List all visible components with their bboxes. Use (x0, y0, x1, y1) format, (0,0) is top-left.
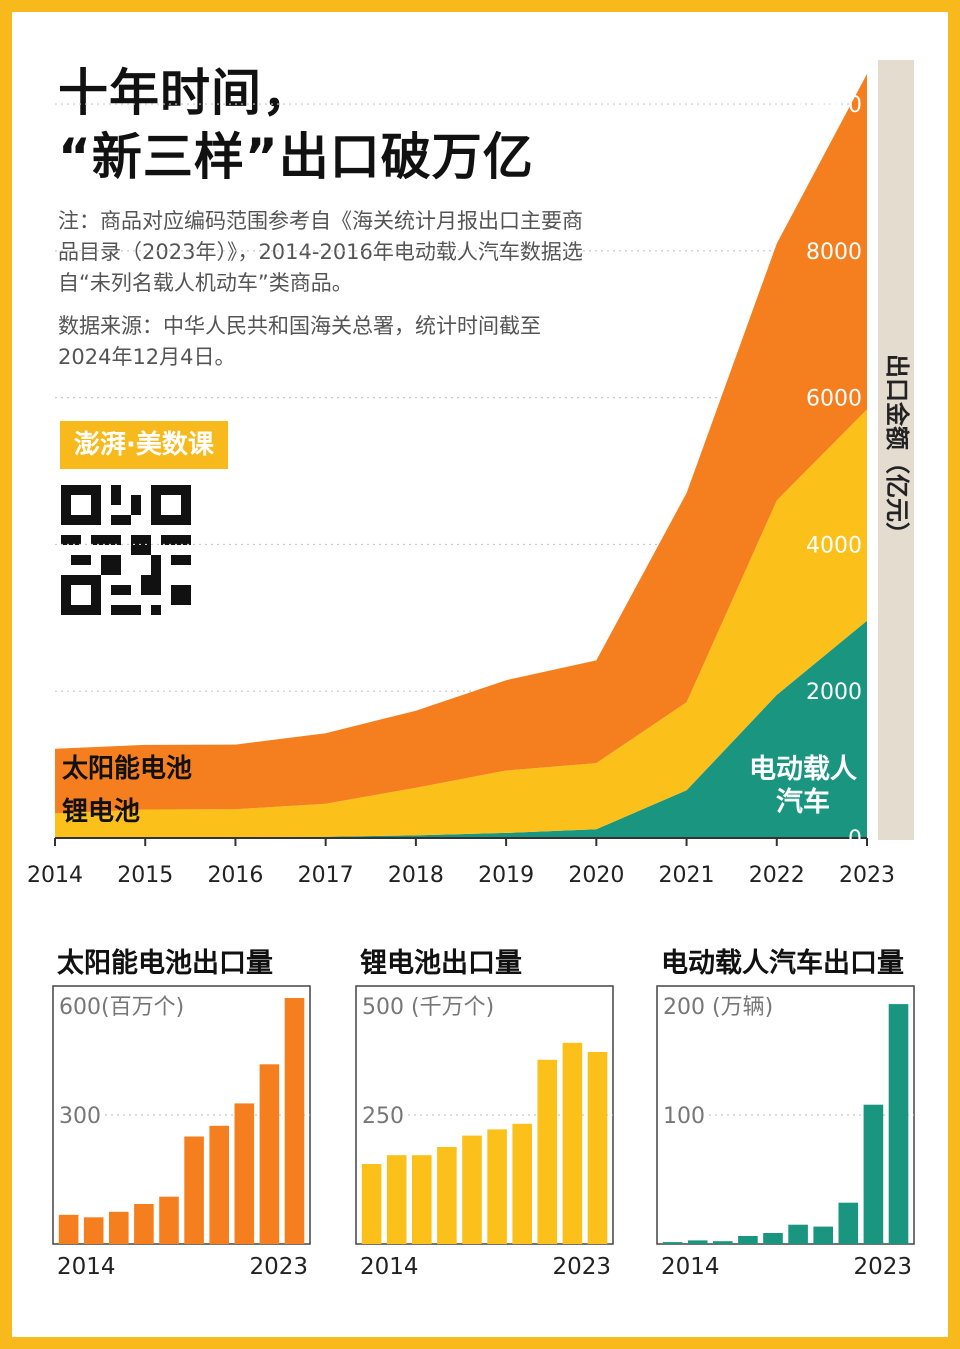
source-text: 数据来源：中华人民共和国海关总署，统计时间截至2024年12月4日。 (58, 314, 541, 369)
x-tick-label: 2020 (568, 863, 624, 888)
page-title-line2: “新三样”出口破万亿 (58, 128, 534, 186)
area-lithium (55, 409, 867, 838)
bar-lithium (361, 1164, 382, 1244)
panel-ytick-solar: 300 (59, 1104, 101, 1129)
x-tick-label: 2021 (659, 863, 715, 888)
series-label-ev-line2: 汽车 (776, 786, 830, 818)
panel-unit-ev: 200 (万辆) (663, 995, 773, 1020)
y-tick-label: 8000 (806, 240, 862, 265)
y-tick-label: 4000 (806, 533, 862, 558)
x-tick-label: 2022 (749, 863, 805, 888)
bar-ev (813, 1226, 833, 1244)
bar-solar (209, 1125, 229, 1245)
x-tick-label: 2018 (388, 863, 444, 888)
bar-ev (738, 1236, 758, 1244)
x-tick-label: 2017 (298, 863, 354, 888)
panel-unit-solar: 600(百万个) (59, 995, 184, 1020)
bar-solar (83, 1217, 104, 1244)
x-tick-label: 2023 (839, 863, 895, 888)
bar-solar (284, 998, 305, 1244)
y-tick-label: 0 (848, 827, 862, 852)
panel-ytick-lithium: 250 (362, 1104, 404, 1129)
x-tick-label: 2014 (27, 863, 83, 888)
bar-ev (888, 1004, 909, 1244)
bar-ev (713, 1241, 733, 1244)
y-axis-band (878, 60, 914, 840)
y-tick-label: 10000 (792, 93, 862, 118)
area-solar (55, 73, 867, 814)
x-tick-label: 2016 (207, 863, 263, 888)
y-tick-label: 2000 (806, 680, 862, 705)
series-label-lithium: 锂电池 (62, 797, 140, 827)
bar-solar (184, 1136, 204, 1244)
brand-logo: 澎湃·美数课 (60, 421, 228, 469)
bar-lithium (437, 1147, 457, 1244)
panel-xtick-start-solar: 2014 (57, 1254, 116, 1280)
area-ev (55, 620, 867, 838)
bar-ev (863, 1104, 884, 1244)
panel-ytick-ev: 100 (663, 1104, 705, 1129)
bar-lithium (487, 1129, 507, 1244)
x-tick-label: 2015 (117, 863, 173, 888)
panel-xtick-end-ev: 2023 (853, 1254, 912, 1280)
panel-title-lithium: 锂电池出口量 (360, 948, 522, 979)
bar-solar (58, 1214, 79, 1244)
bar-solar (109, 1211, 129, 1245)
panel-xtick-end-solar: 2023 (249, 1254, 308, 1280)
bar-lithium (537, 1059, 558, 1244)
series-label-solar: 太阳能电池 (62, 753, 192, 784)
bar-solar (234, 1103, 255, 1244)
qr-code-icon[interactable] (61, 485, 191, 615)
y-tick-label: 6000 (806, 387, 862, 412)
panel-title-ev: 电动载人汽车出口量 (661, 947, 904, 979)
panel-xtick-start-ev: 2014 (661, 1254, 720, 1280)
bar-lithium (587, 1052, 608, 1244)
bar-ev (838, 1202, 859, 1244)
bar-ev (763, 1233, 783, 1244)
panel-xtick-end-lithium: 2023 (552, 1254, 611, 1280)
x-tick-label: 2019 (478, 863, 534, 888)
series-label-ev-line1: 电动载人 (749, 754, 857, 785)
bar-lithium (562, 1042, 583, 1244)
panel-title-solar: 太阳能电池出口量 (57, 947, 273, 979)
bar-ev (662, 1242, 683, 1244)
y-axis-title: 出口金额（亿元） (883, 354, 911, 546)
bar-ev (788, 1224, 808, 1244)
panel-unit-lithium: 500 (千万个) (362, 995, 494, 1020)
panel-xtick-start-lithium: 2014 (360, 1254, 419, 1280)
note-text: 注：商品对应编码范围参考自《海关统计月报出口主要商品目录（2023年）》，201… (58, 209, 583, 295)
page-title: 十年时间， (58, 64, 313, 122)
bar-lithium (512, 1123, 532, 1244)
bar-solar (159, 1196, 179, 1244)
bar-ev (687, 1240, 708, 1244)
bar-lithium (462, 1135, 482, 1244)
bar-solar (134, 1204, 154, 1244)
bar-solar (259, 1064, 280, 1244)
bar-lithium (386, 1155, 407, 1244)
bar-lithium (412, 1155, 432, 1244)
